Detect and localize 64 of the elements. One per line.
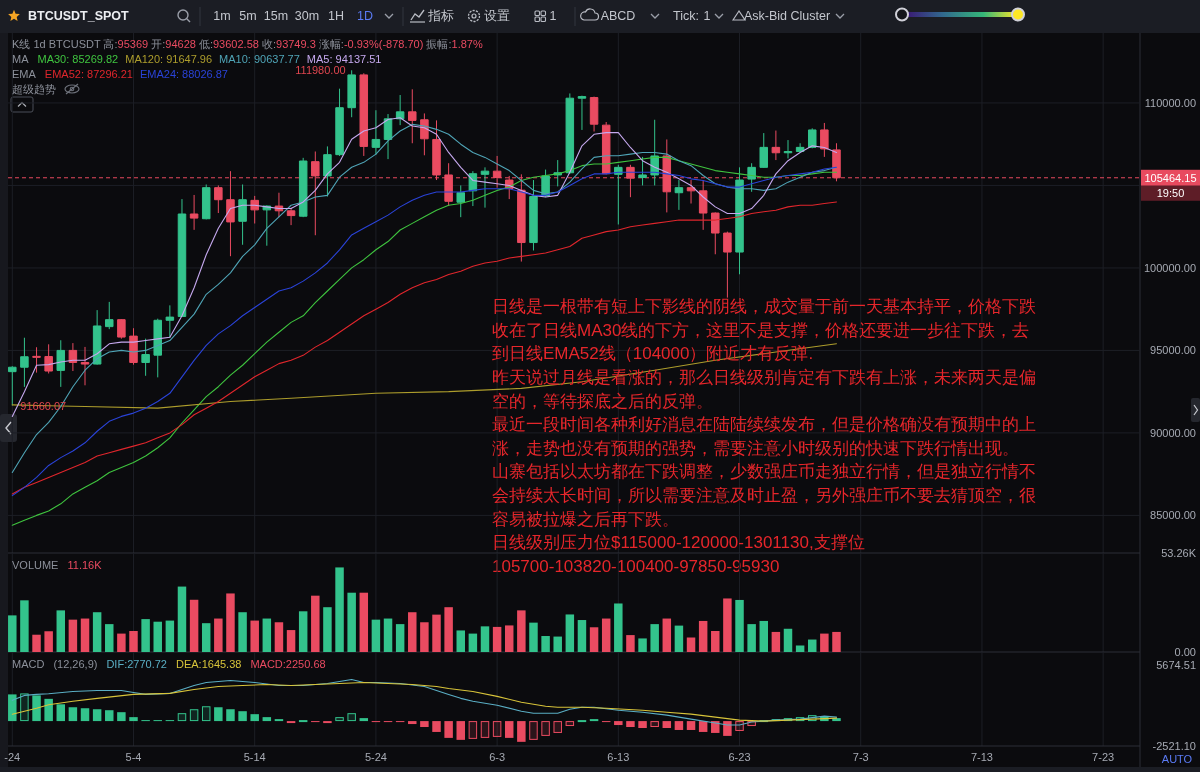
y-tick-label: 5674.51 <box>1156 659 1196 671</box>
y-tick-label: 95000.00 <box>1150 344 1196 357</box>
text: K线 1d BTCUSDT 高:95369 开:94628 低:93602.58 收:93749.3 涨幅:-0.93%(-878.70) 振幅:1.87% <box>12 38 483 50</box>
text: MA5: 94137.51 <box>306 53 382 65</box>
annotation: 超级趋势 <box>12 83 56 95</box>
text: VOLUME <box>12 559 59 571</box>
annotation: 105700-103820-100400-97850-95930 <box>492 556 780 576</box>
text: ABCD <box>600 9 636 23</box>
annotation: 最近一段时间各种利好消息在陆陆续续发布，但是价格确没有预期中的上 <box>492 415 1036 435</box>
annotation: 日线是一根带有短上下影线的阴线，成交量于前一天基本持平，价格下跌 <box>492 297 1036 317</box>
text: EMA24: 88026.87 <box>139 68 228 80</box>
text: 1 <box>703 9 711 23</box>
text: 1D <box>357 9 373 23</box>
annotation: 涨，走势也没有预期的强势，需要注意小时级别的快速下跌行情出现。 <box>492 438 1019 458</box>
text: BTCUSDT_SPOT <box>28 9 130 23</box>
text: 指标 <box>427 9 454 23</box>
x-tick-label: 7-23 <box>1092 751 1115 763</box>
text: Tick: <box>673 9 699 23</box>
annotation: 容易被拉爆之后再下跌。 <box>492 509 679 529</box>
text: Ask-Bid Cluster <box>743 9 831 23</box>
y-tick-label: 85000.00 <box>1150 509 1196 522</box>
text: 1 <box>549 9 557 23</box>
annotation: 空的，等待探底之后的反弹。 <box>492 391 713 411</box>
y-tick-label: 53.26K <box>1161 547 1197 559</box>
text: 15m <box>263 9 289 23</box>
y-tick-label: 0.00 <box>1174 646 1196 658</box>
x-tick-label: 6-23 <box>728 751 751 763</box>
x-tick-label: -24 <box>4 751 21 763</box>
annotation: MA <box>12 53 30 65</box>
x-tick-label: 7-3 <box>852 751 869 763</box>
y-tick-label: -2521.10 <box>1152 740 1196 752</box>
text: 19:50 <box>1156 187 1185 200</box>
series-label: DIF:2770.72 <box>106 658 167 670</box>
annotation: EMA <box>12 68 37 80</box>
x-tick-label: 5-14 <box>243 751 266 763</box>
y-tick-label: 100000.00 <box>1144 261 1196 274</box>
text: 1H <box>328 9 344 23</box>
annotation: 山寨包括以太坊都在下跌调整，少数强庄币走独立行情，但是独立行情不 <box>492 462 1036 482</box>
annotation: MACD:2250.68 <box>250 658 326 670</box>
x-tick-label: 5-24 <box>364 751 387 763</box>
text: 5m <box>239 9 257 23</box>
y-tick-label: 90000.00 <box>1150 426 1196 439</box>
annotation: 111980.00 <box>295 64 346 77</box>
text: 设置 <box>484 9 510 23</box>
annotation: 会持续太长时间，所以需要注意及时止盈，另外强庄币不要去猜顶空，很 <box>492 486 1036 505</box>
text: AUTO <box>1161 753 1193 765</box>
x-tick-label: 5-4 <box>125 751 142 763</box>
text: 30m <box>294 9 320 23</box>
x-tick-label: 6-3 <box>489 751 506 763</box>
x-tick-label: 6-13 <box>607 751 630 763</box>
text: 1m <box>213 9 231 23</box>
annotation: 11.16K <box>67 559 103 571</box>
text: (12,26,9) <box>53 658 98 670</box>
annotation: 昨天说过月线是看涨的，那么日线级别肯定有下跌有上涨，未来两天是偏 <box>492 368 1036 387</box>
text: EMA52: 87296.21 <box>44 68 133 80</box>
text: MA10: 90637.77 <box>219 53 300 65</box>
series-label: DEA:1645.38 <box>175 658 242 670</box>
x-tick-label: 7-13 <box>970 751 993 763</box>
text: MA30: 85269.82 <box>37 53 119 65</box>
text: MA120: 91647.96 <box>125 53 213 65</box>
text: MACD <box>12 658 45 670</box>
annotation: 收在了日线MA30线的下方，这里不是支撑，价格还要进一步往下跌，去 <box>492 320 1030 340</box>
y-tick-label: 110000.00 <box>1144 96 1196 109</box>
annotation: 日线级别压力位$115000-120000-1301130,支撑位 <box>492 533 865 553</box>
